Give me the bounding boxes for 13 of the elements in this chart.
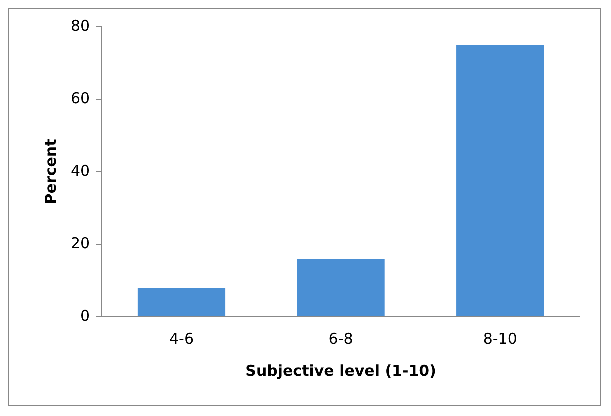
y-tick-label: 60 [70,89,90,108]
x-tick-label: 4-6 [169,330,194,348]
x-tick-label: 8-10 [483,330,518,348]
y-tick-label: 20 [70,234,90,252]
y-tick-label: 40 [70,162,90,180]
y-tick-label: 0 [80,306,90,325]
y-axis-title: Percent [42,139,60,205]
bar [297,259,385,316]
x-axis-title: Subjective level (1-10) [246,362,436,380]
bar [138,288,226,316]
x-tick-label: 6-8 [328,330,354,348]
y-tick-label: 80 [70,16,90,35]
bar [456,45,544,316]
